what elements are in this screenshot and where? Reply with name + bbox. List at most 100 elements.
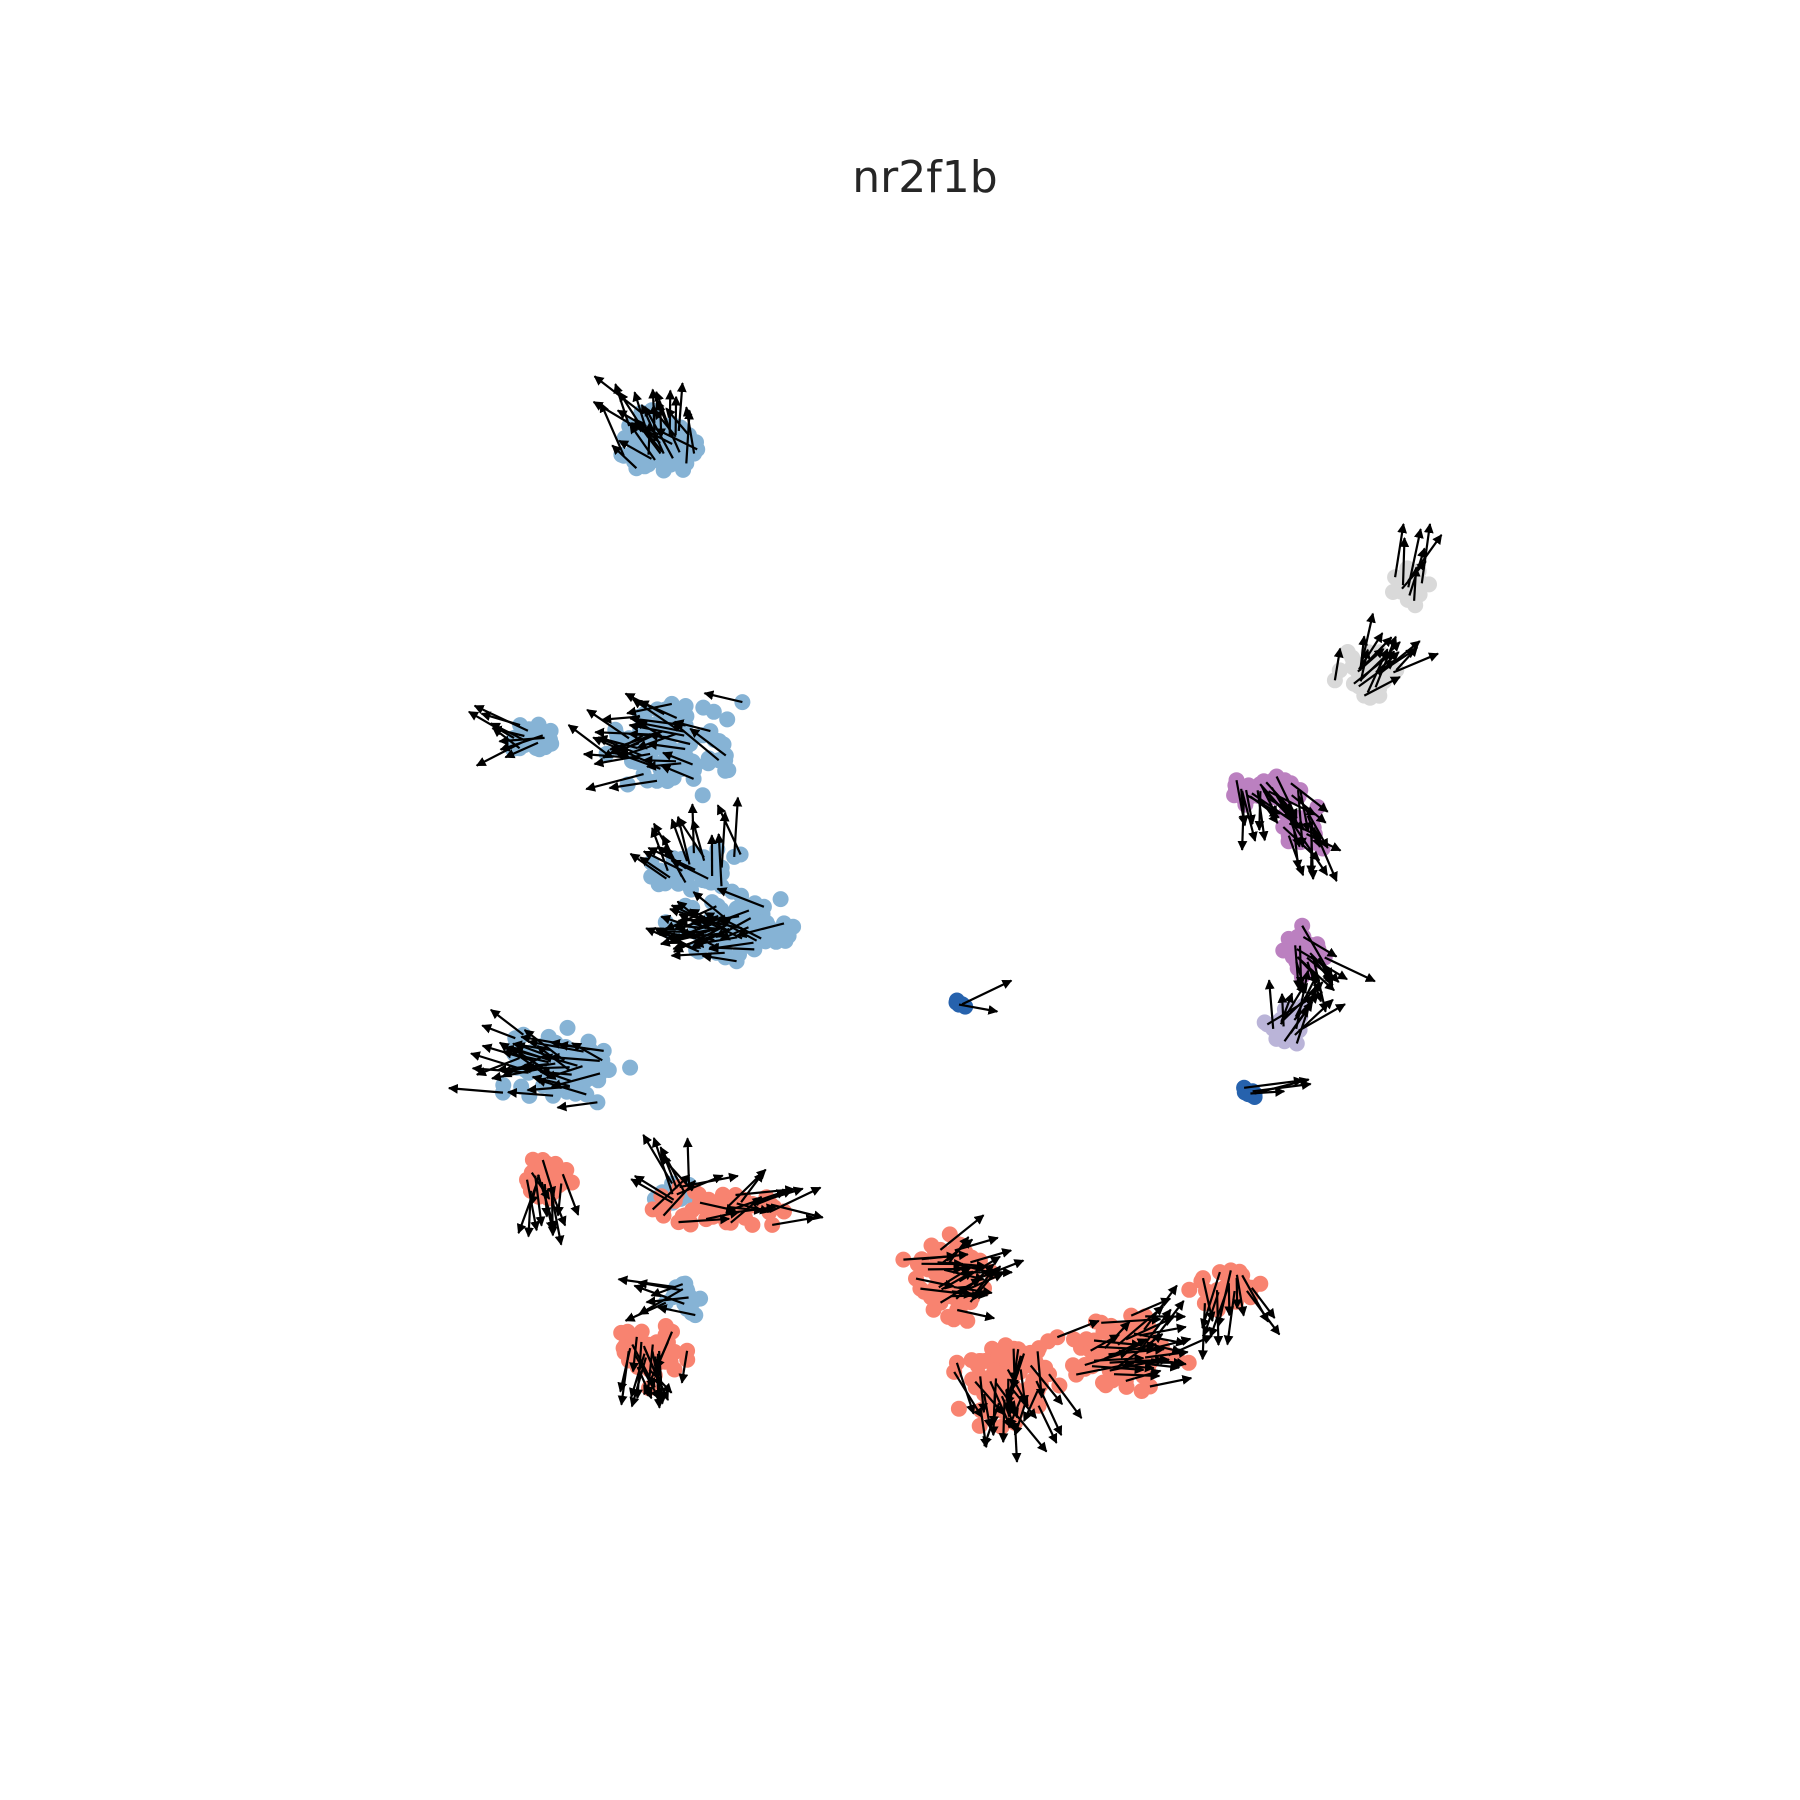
cell-point <box>695 699 712 716</box>
cell-point <box>683 1305 700 1321</box>
velocity-arrow <box>638 700 678 720</box>
velocity-arrow <box>553 1183 564 1217</box>
velocity-arrow <box>692 891 727 920</box>
velocity-arrow <box>1130 1297 1172 1317</box>
velocity-arrow <box>473 704 529 732</box>
velocity-arrow <box>660 764 695 780</box>
velocity-arrow <box>638 1288 684 1316</box>
velocity-arrow <box>1264 979 1275 1029</box>
velocity-arrow <box>1093 1339 1142 1350</box>
velocity-arrow <box>1298 1003 1346 1032</box>
velocity-arrow <box>676 1174 724 1196</box>
velocity-arrow <box>1290 782 1329 813</box>
velocity-arrow <box>1359 612 1376 668</box>
velocity-arrow <box>471 1064 529 1074</box>
velocity-arrow <box>516 1183 538 1235</box>
velocity-arrow <box>490 1008 525 1036</box>
velocity-arrow <box>1037 1405 1058 1444</box>
velocity-arrow <box>651 1351 665 1402</box>
velocity-arrow <box>567 724 608 755</box>
velocity-arrow <box>1143 1284 1178 1331</box>
velocity-arrow <box>678 1350 689 1384</box>
velocity-arrow <box>647 740 686 751</box>
velocity-arrow <box>676 382 687 431</box>
velocity-arrow <box>558 1041 604 1052</box>
velocity-arrow <box>671 395 681 436</box>
velocity-arrow <box>675 815 691 865</box>
velocity-arrow <box>624 1301 667 1322</box>
velocity-arrow <box>1324 956 1376 983</box>
velocity-arrow <box>1125 1341 1158 1353</box>
velocity-arrow <box>1008 1349 1020 1390</box>
velocity-arrow <box>561 1173 580 1216</box>
velocity-arrow <box>1241 790 1258 842</box>
velocity-arrow <box>1090 1333 1120 1352</box>
velocity-arrow <box>1022 1390 1039 1423</box>
velocity-arrow <box>1245 789 1256 825</box>
velocity-arrow <box>1279 983 1306 1025</box>
velocity-arrow <box>903 1251 957 1262</box>
velocity-arrow <box>642 755 677 766</box>
velocity-arrow <box>1363 676 1401 697</box>
velocity-arrow <box>657 926 707 937</box>
cell-point <box>923 1237 940 1254</box>
velocity-arrow <box>732 796 743 857</box>
cell-point <box>1065 1357 1081 1374</box>
velocity-arrow <box>599 402 625 457</box>
velocity-arrow <box>1252 1080 1312 1093</box>
velocity-arrow <box>693 936 738 948</box>
velocity-arrow <box>1302 935 1338 958</box>
velocity-arrow <box>556 1101 598 1112</box>
velocity-arrow <box>1232 1277 1243 1310</box>
velocity-arrow <box>1056 1319 1100 1339</box>
velocity-arrow <box>1241 1274 1270 1323</box>
cell-point <box>1133 1383 1150 1399</box>
velocity-arrow <box>1168 1334 1213 1357</box>
cell-point <box>924 1285 940 1302</box>
velocity-arrow <box>647 846 696 871</box>
velocity-arrow <box>716 887 765 908</box>
velocity-arrow <box>626 702 673 717</box>
velocity-arrow <box>639 856 671 879</box>
velocity-arrow <box>1282 826 1321 862</box>
velocity-arrow <box>1301 925 1333 979</box>
velocity-arrow <box>475 741 523 767</box>
velocity-arrow <box>617 1351 630 1406</box>
velocity-arrow <box>1029 1364 1064 1405</box>
velocity-arrow <box>1306 833 1342 852</box>
velocity-arrow <box>501 1048 549 1064</box>
velocity-arrow <box>673 719 711 733</box>
velocity-arrow <box>637 719 685 733</box>
velocity-arrow <box>978 1376 988 1414</box>
velocity-arrow <box>1200 1271 1221 1329</box>
cell-point <box>719 711 736 728</box>
velocity-arrow <box>1394 523 1407 578</box>
velocity-arrow <box>652 1137 674 1195</box>
cell-point <box>559 1019 576 1036</box>
velocity-arrow <box>1254 791 1265 831</box>
velocity-arrow <box>525 1179 540 1232</box>
velocity-arrow <box>1295 969 1312 1030</box>
velocity-arrow <box>542 1053 578 1067</box>
velocity-arrow <box>540 1181 556 1232</box>
velocity-arrow <box>1287 835 1305 877</box>
cell-point <box>709 841 726 858</box>
velocity-arrow <box>988 1388 999 1437</box>
velocity-arrow <box>662 1180 697 1217</box>
velocity-arrow <box>651 1174 691 1211</box>
velocity-arrows <box>447 375 1443 1463</box>
velocity-arrow <box>1084 1349 1130 1367</box>
velocity-arrow <box>703 690 743 704</box>
cell-point <box>619 1323 636 1340</box>
velocity-arrow <box>655 400 666 432</box>
velocity-arrow <box>637 1279 681 1292</box>
velocity-arrow <box>772 1214 817 1226</box>
cell-point <box>679 1351 696 1368</box>
velocity-arrow <box>1224 1283 1235 1317</box>
cell-point <box>643 868 660 885</box>
cell-point <box>1095 1374 1111 1391</box>
cell-point <box>720 762 737 779</box>
velocity-arrow <box>665 389 676 437</box>
cell-point <box>513 1078 530 1095</box>
